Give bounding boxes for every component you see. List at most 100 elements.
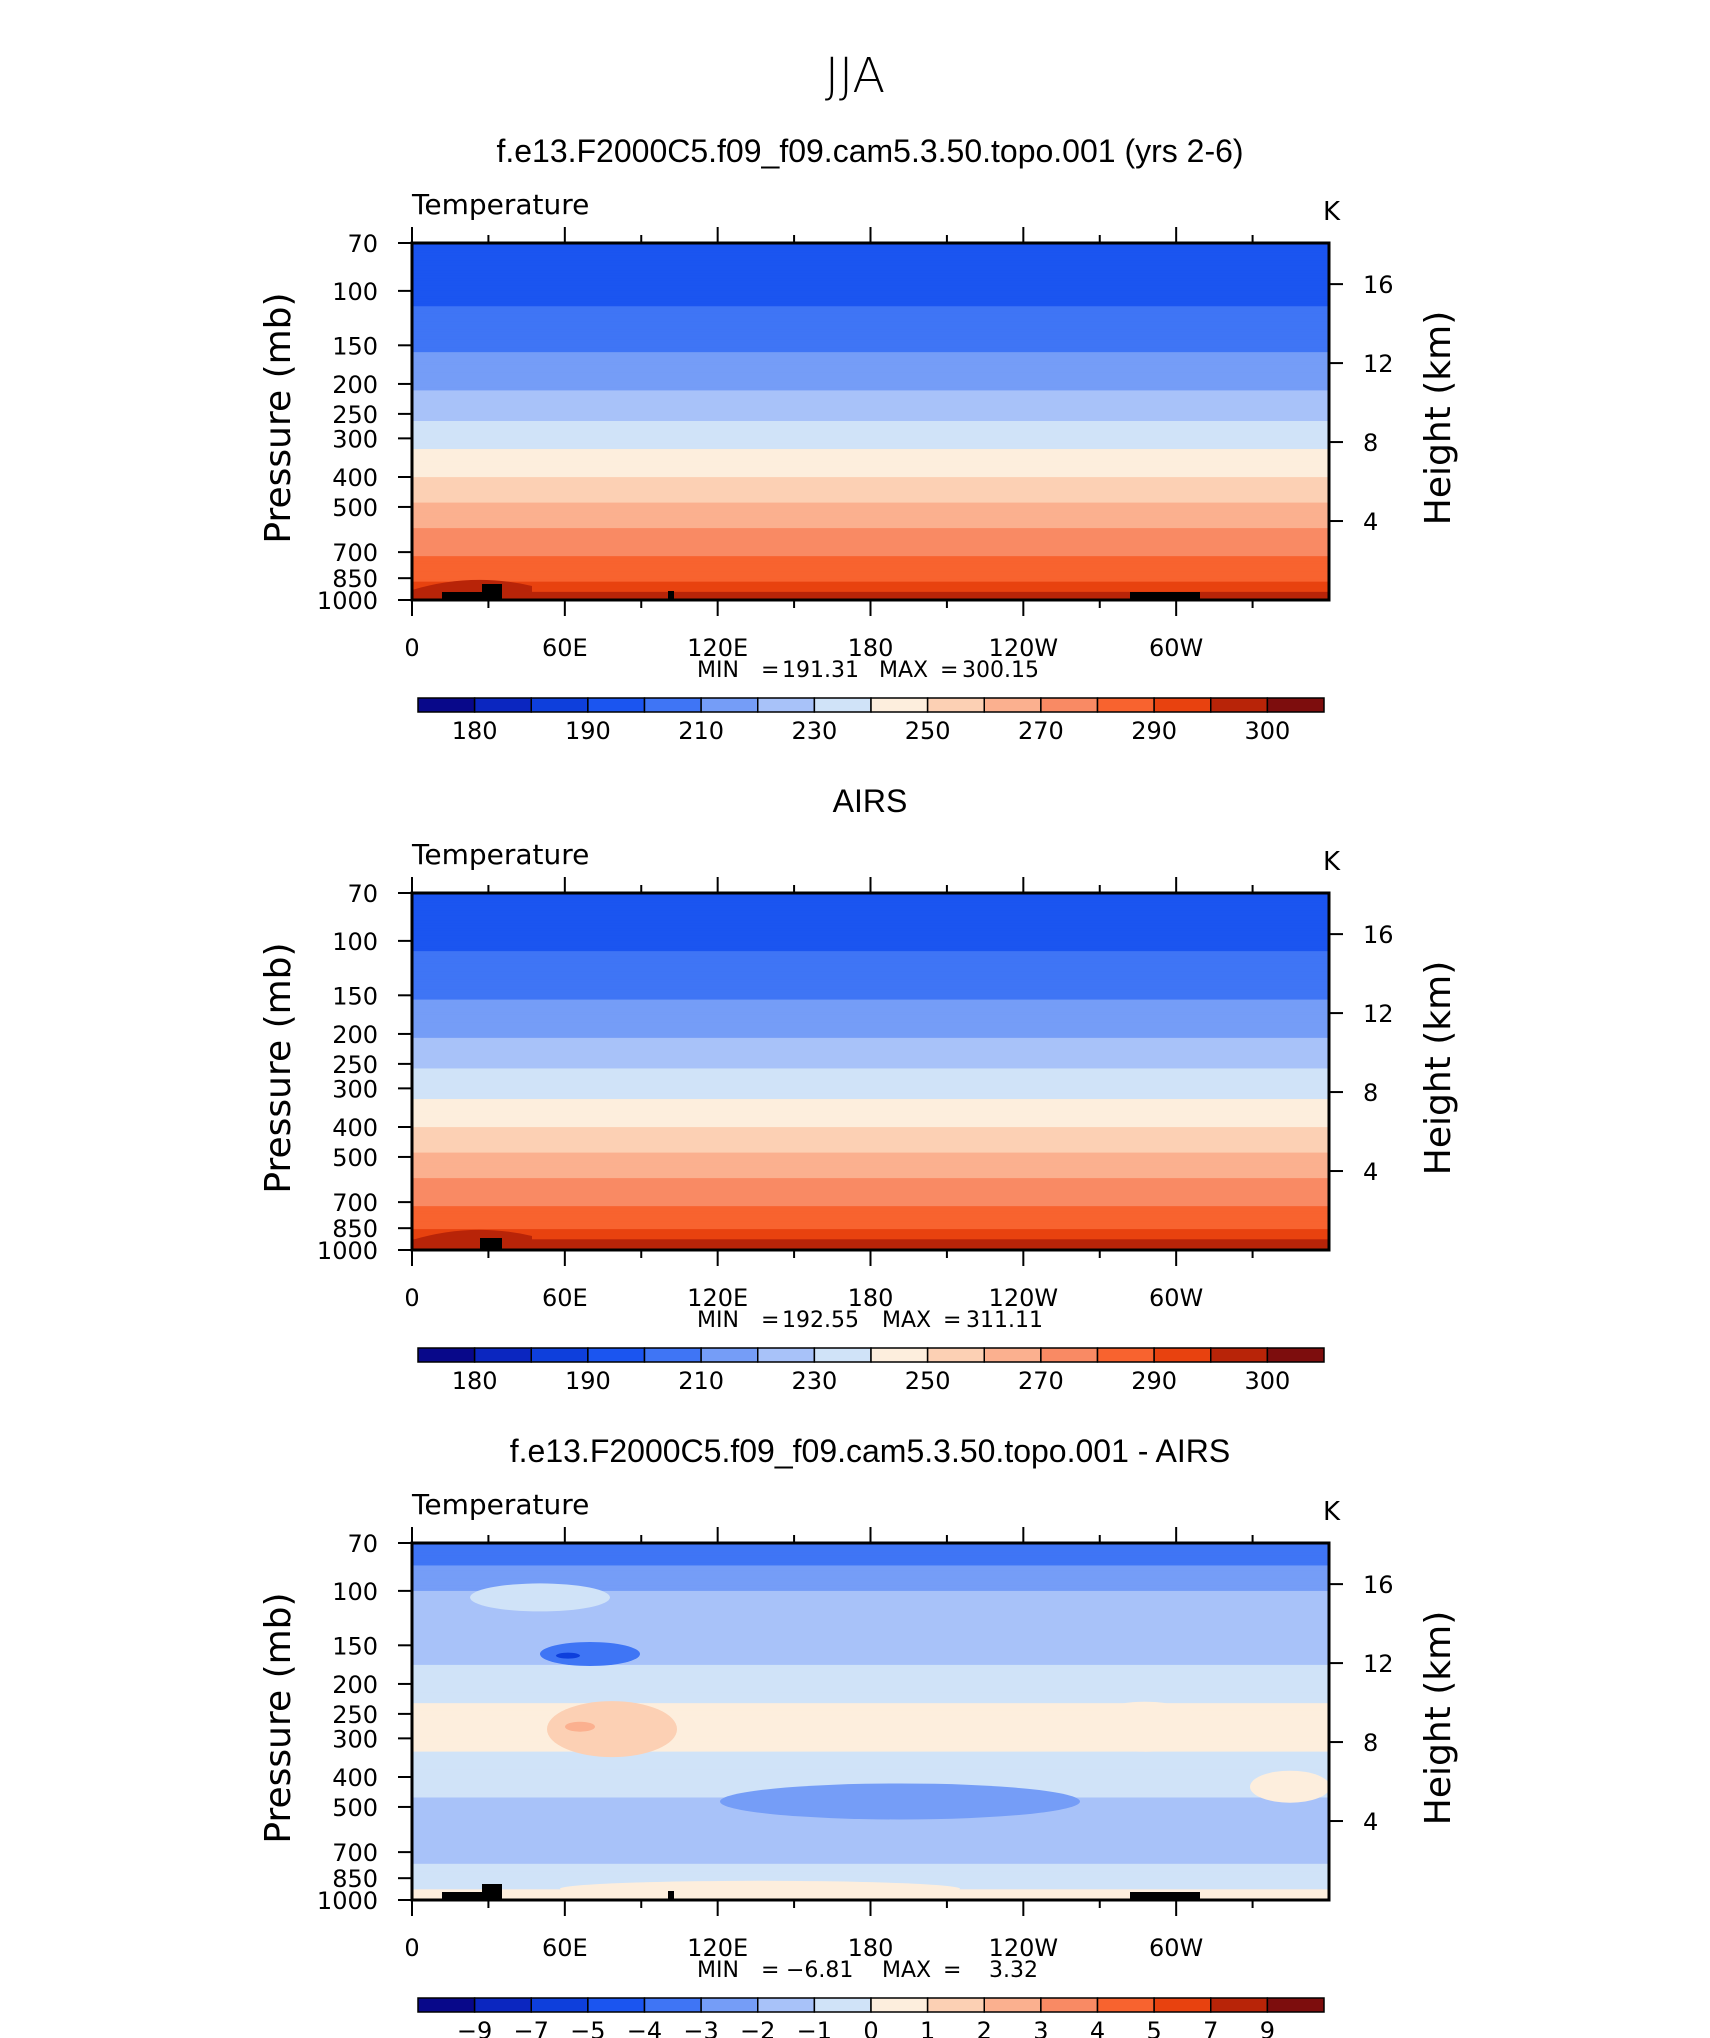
contour-band <box>412 563 1329 568</box>
x-tick-label: 120W <box>989 634 1059 662</box>
colorbar-swatch <box>926 697 985 713</box>
contour-band <box>412 1876 1329 1881</box>
contour-band <box>412 1596 1329 1600</box>
contour-band <box>412 1736 1329 1740</box>
colorbar-swatch <box>530 697 589 713</box>
contour-band <box>412 489 1329 494</box>
contour-band <box>412 1851 1329 1855</box>
contour-band <box>412 1718 1329 1722</box>
y-tick-label: 250 <box>332 1701 378 1729</box>
colorbar-swatch <box>1040 1347 1099 1363</box>
colorbar-swatch <box>1266 697 1325 713</box>
colorbar-label: 7 <box>1203 2017 1218 2038</box>
colorbar-swatch <box>1040 697 1099 713</box>
units-label: K <box>1323 197 1341 227</box>
contour-band <box>412 405 1329 410</box>
colorbar-label: −9 <box>457 2017 492 2038</box>
contour-band <box>412 1766 1329 1771</box>
x-tick-label: 180 <box>848 1934 894 1962</box>
y2-axis-title: Height (km) <box>1418 1611 1459 1825</box>
contour-band <box>412 280 1329 285</box>
contour-band <box>412 1063 1329 1067</box>
contour-band <box>412 1035 1329 1039</box>
contour-band <box>412 1167 1329 1172</box>
contour-band <box>412 940 1329 945</box>
panel-title: f.e13.F2000C5.f09_f09.cam5.3.50.topo.001… <box>496 133 1243 169</box>
contour-band <box>412 1856 1329 1860</box>
contour-band <box>412 1838 1329 1842</box>
x-tick-label: 60E <box>542 1284 588 1312</box>
contour-band <box>412 1830 1329 1835</box>
contour-band <box>412 1193 1329 1197</box>
contour-band <box>412 976 1329 981</box>
contour-band <box>412 336 1329 341</box>
contour-band <box>412 938 1329 942</box>
contour-band <box>412 1545 1329 1549</box>
panel-difference: f.e13.F2000C5.f09_f09.cam5.3.50.topo.001… <box>258 1433 1459 2038</box>
contour-band <box>412 352 1329 356</box>
y2-tick-label: 4 <box>1363 1808 1378 1836</box>
contour-band <box>412 1721 1329 1725</box>
contour-band <box>412 273 1329 277</box>
colorbar-label: −4 <box>627 2017 662 2038</box>
min-label: MIN <box>697 1308 739 1333</box>
contour-band <box>412 1657 1329 1661</box>
contour-band <box>412 1099 1329 1103</box>
contour-band <box>412 469 1329 473</box>
contour-band <box>412 377 1329 382</box>
contour-band <box>412 1027 1329 1032</box>
x-tick-label: 120E <box>687 634 748 662</box>
contour-band <box>412 1068 1329 1072</box>
contour-band <box>412 1568 1329 1572</box>
contour-band <box>412 946 1329 950</box>
colorbar-label: 250 <box>905 717 951 745</box>
contour-band <box>412 1583 1329 1587</box>
y2-tick-label: 16 <box>1363 921 1394 949</box>
y-tick-label: 250 <box>332 401 378 429</box>
max-label: MAX <box>882 1958 931 1983</box>
contour-band <box>412 477 1329 481</box>
contour-band <box>412 308 1329 313</box>
contour-band <box>412 1236 1329 1241</box>
max-equals: = <box>943 1308 961 1333</box>
colorbar-swatch <box>757 697 816 713</box>
colorbar-swatch <box>983 1347 1042 1363</box>
y2-tick-label: 4 <box>1363 508 1378 536</box>
contour-band <box>412 410 1329 415</box>
contour-band <box>412 1575 1329 1580</box>
contour-band <box>412 1096 1329 1101</box>
contour-band <box>412 1601 1329 1605</box>
y2-axis-title: Height (km) <box>1418 961 1459 1175</box>
colorbar-swatch <box>757 1997 816 2013</box>
contour-band <box>412 349 1329 354</box>
contour-band <box>412 1664 1329 1669</box>
contour-band <box>412 487 1329 491</box>
contour-band <box>412 436 1329 440</box>
y-tick-label: 70 <box>347 1530 378 1558</box>
contour-band <box>412 449 1329 453</box>
contour-band <box>412 438 1329 443</box>
contour-band <box>412 586 1329 591</box>
contour-band <box>412 1779 1329 1784</box>
colorbar-swatch <box>643 1997 702 2013</box>
y-tick-label: 850 <box>332 565 378 593</box>
contour-band <box>412 510 1329 514</box>
contour-band <box>412 392 1329 397</box>
contour-band <box>412 1122 1329 1126</box>
contour-band <box>412 1611 1329 1615</box>
y-tick-label: 70 <box>347 230 378 258</box>
contour-band <box>412 530 1329 535</box>
contour-band <box>412 250 1329 254</box>
contour-band <box>412 1565 1329 1569</box>
colorbar-swatch <box>870 1347 929 1363</box>
contour-band <box>412 981 1329 986</box>
contour-band <box>412 1606 1329 1610</box>
colorbar-swatch <box>813 1347 872 1363</box>
colorbar-swatch <box>983 1997 1042 2013</box>
contour-band <box>412 1206 1329 1210</box>
contour-band <box>412 1670 1329 1674</box>
colorbar-label: 290 <box>1131 717 1177 745</box>
contour-band <box>412 433 1329 438</box>
contour-band <box>412 1817 1329 1822</box>
contour-band <box>412 1772 1329 1776</box>
